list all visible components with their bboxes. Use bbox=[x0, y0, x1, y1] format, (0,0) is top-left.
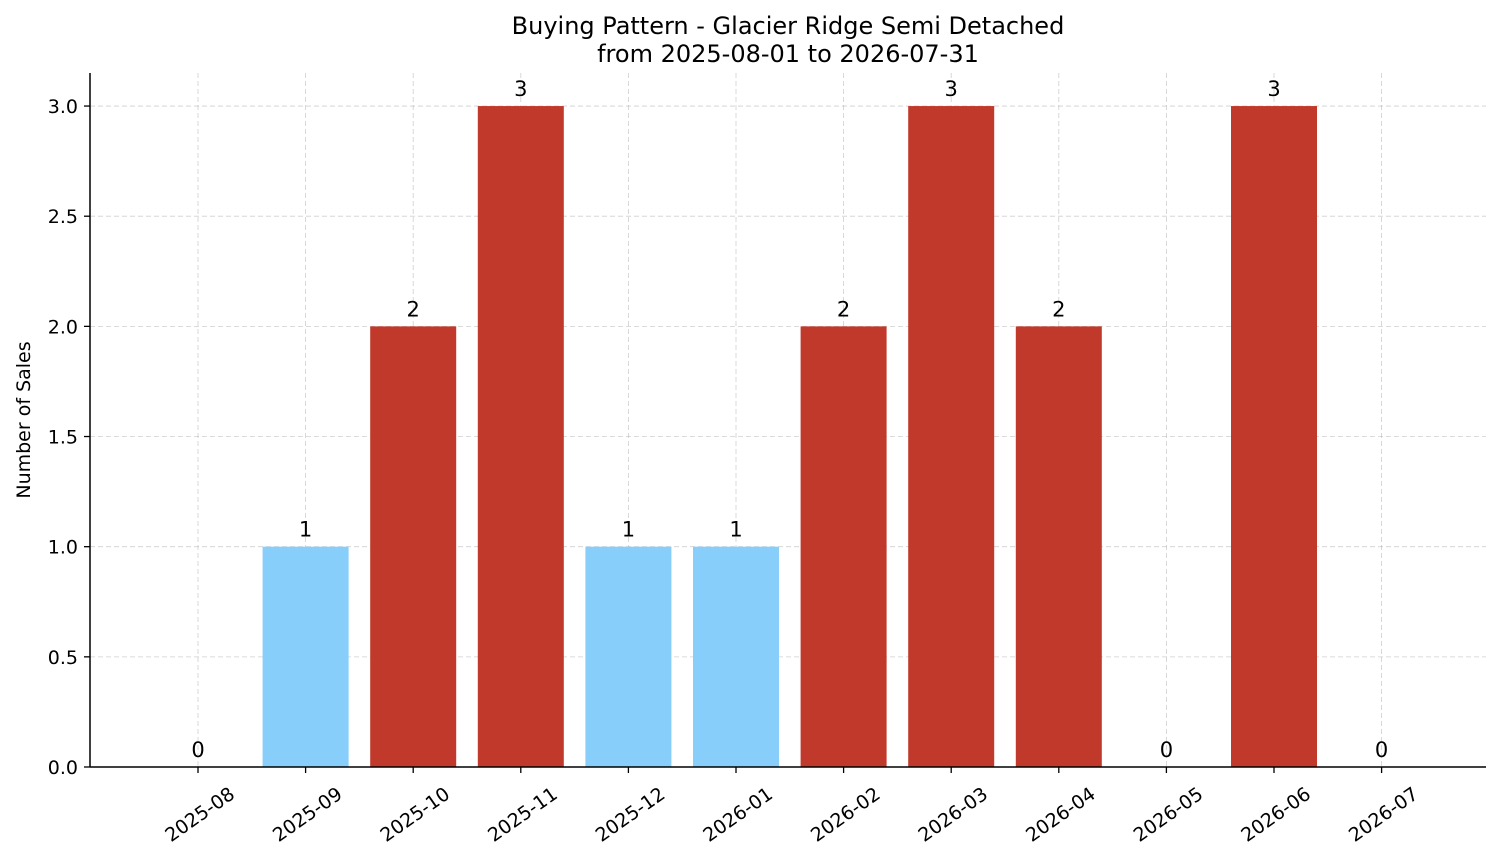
y-tick-label: 0.5 bbox=[48, 647, 78, 669]
y-tick-label: 2.5 bbox=[48, 206, 78, 228]
data-labels: 0 1 2 3 1 1 2 3 2 0 3 0 bbox=[191, 77, 1388, 762]
bar bbox=[693, 546, 779, 767]
bar-value-label: 0 bbox=[191, 738, 204, 762]
x-tick-label: 2025-08 bbox=[161, 783, 239, 847]
x-axis: 2025-08 2025-09 2025-10 2025-11 2025-12 2026-… bbox=[161, 767, 1422, 847]
x-tick-label: 2025-12 bbox=[592, 783, 670, 847]
y-tick-label: 3.0 bbox=[48, 96, 78, 118]
bar bbox=[370, 326, 457, 767]
bar-value-label: 1 bbox=[622, 518, 635, 542]
y-axis-label: Number of Sales bbox=[13, 341, 35, 498]
y-axis: 0.0 0.5 1.0 1.5 2.0 2.5 3.0 bbox=[48, 96, 90, 779]
x-tick-label: 2026-04 bbox=[1022, 783, 1100, 847]
bar-value-label: 0 bbox=[1160, 738, 1173, 762]
x-tick-label: 2026-02 bbox=[807, 783, 885, 847]
x-tick-label: 2026-03 bbox=[914, 783, 992, 847]
x-tick-label: 2025-10 bbox=[376, 783, 454, 847]
bar bbox=[262, 546, 349, 767]
bar-value-label: 1 bbox=[729, 518, 742, 542]
bar bbox=[585, 546, 672, 767]
bar-value-label: 2 bbox=[407, 297, 420, 321]
x-tick-label: 2026-05 bbox=[1130, 783, 1208, 847]
bar-value-label: 0 bbox=[1375, 738, 1388, 762]
x-tick-label: 2025-11 bbox=[484, 783, 562, 847]
bar bbox=[1015, 326, 1102, 767]
bar-value-label: 3 bbox=[945, 77, 958, 101]
bar-value-label: 3 bbox=[1267, 77, 1280, 101]
bar-value-label: 2 bbox=[1052, 297, 1065, 321]
y-tick-label: 2.0 bbox=[48, 316, 78, 338]
bar bbox=[477, 106, 564, 768]
bar-value-label: 1 bbox=[299, 518, 312, 542]
bar bbox=[800, 326, 887, 767]
x-tick-label: 2026-07 bbox=[1345, 783, 1423, 847]
y-tick-label: 0.0 bbox=[48, 757, 78, 779]
bars bbox=[262, 106, 1317, 768]
chart-title: Buying Pattern - Glacier Ridge Semi Deta… bbox=[512, 12, 1065, 40]
chart-subtitle: from 2025-08-01 to 2026-07-31 bbox=[597, 40, 979, 68]
bar-value-label: 2 bbox=[837, 297, 850, 321]
y-tick-label: 1.0 bbox=[48, 537, 78, 559]
bar bbox=[1231, 106, 1317, 768]
bar bbox=[908, 106, 995, 768]
x-tick-label: 2025-09 bbox=[269, 783, 347, 847]
x-tick-label: 2026-01 bbox=[699, 783, 777, 847]
y-tick-label: 1.5 bbox=[48, 427, 78, 449]
bar-value-label: 3 bbox=[514, 77, 527, 101]
x-tick-label: 2026-06 bbox=[1237, 783, 1315, 847]
